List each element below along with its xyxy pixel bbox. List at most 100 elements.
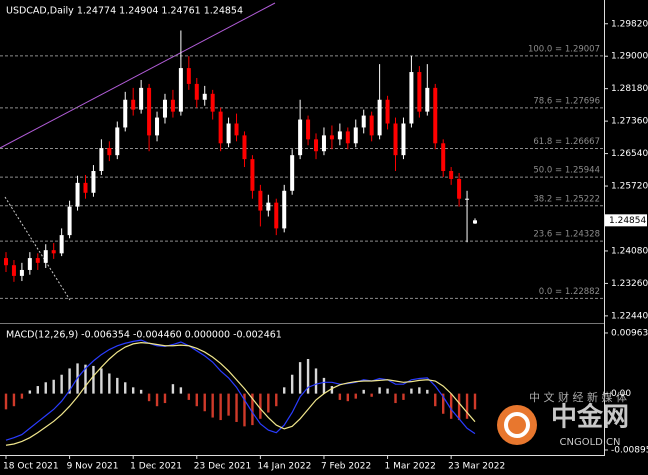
histogram-bar xyxy=(418,387,421,394)
candle-body xyxy=(59,235,64,254)
histogram-bar xyxy=(235,393,238,422)
candle-body xyxy=(409,72,414,124)
histogram-bar xyxy=(28,390,32,394)
y-tick-label: 1.27360 xyxy=(611,117,648,127)
histogram-bar xyxy=(4,393,8,410)
x-tick-label: 14 Jan 2022 xyxy=(257,462,311,472)
candle-body xyxy=(401,123,406,156)
candle-body xyxy=(282,190,287,229)
candle-body xyxy=(75,182,80,207)
histogram-bar xyxy=(68,368,71,394)
histogram-bar xyxy=(124,382,127,394)
candle-body xyxy=(123,99,128,128)
candle-body xyxy=(449,171,454,179)
candle-body xyxy=(194,83,199,100)
y-tick-label: 1.23260 xyxy=(611,279,648,289)
candle-body xyxy=(385,99,390,124)
histogram-bar xyxy=(60,374,63,394)
histogram-bar xyxy=(92,365,95,394)
candle-body xyxy=(321,135,326,152)
histogram-bar xyxy=(449,393,453,419)
candle-body xyxy=(242,135,247,160)
candle-body xyxy=(43,250,48,263)
indicator-title: MACD(12,26,9) -0.006354 -0.004460 0.0000… xyxy=(6,330,282,341)
histogram-bar xyxy=(267,393,270,413)
histogram-bar xyxy=(298,362,302,394)
histogram-bar xyxy=(354,393,357,399)
candle-body xyxy=(266,202,271,211)
histogram-bar xyxy=(386,388,389,394)
x-tick-label: 1 Mar 2022 xyxy=(385,462,436,472)
histogram-bar xyxy=(457,393,461,421)
chart-title: USDCAD,Daily 1.24774 1.24904 1.24761 1.2… xyxy=(6,6,243,17)
y-tick-label: 1.29000 xyxy=(611,52,648,62)
candle-body xyxy=(162,99,167,118)
candle-body xyxy=(290,155,295,191)
indicator-y-tick-label: -0.008955 xyxy=(611,445,648,455)
candle-body xyxy=(425,87,430,112)
watermark-name: 中金网 xyxy=(551,402,629,433)
candle-body xyxy=(155,117,160,136)
histogram-bar xyxy=(211,393,214,418)
fib-label: 78.6 = 1.27696 xyxy=(533,96,600,106)
x-tick-label: 1 Dec 2021 xyxy=(130,462,182,472)
histogram-bar xyxy=(346,393,350,402)
x-tick-label: 9 Nov 2021 xyxy=(67,462,119,472)
candle-body xyxy=(314,139,319,152)
candle-body xyxy=(393,123,398,156)
histogram-bar xyxy=(116,377,119,394)
fib-label: 23.6 = 1.24328 xyxy=(533,230,600,240)
histogram-bar xyxy=(147,393,151,402)
histogram-bar xyxy=(227,393,230,416)
candle-body xyxy=(4,258,8,266)
candle-body xyxy=(115,127,120,156)
fib-label: 0.0 = 1.22882 xyxy=(539,287,600,297)
histogram-bar xyxy=(195,393,198,407)
candle-body xyxy=(178,68,183,112)
histogram-bar xyxy=(171,384,175,394)
histogram-bar xyxy=(394,393,397,404)
histogram-bar xyxy=(314,368,318,394)
histogram-bar xyxy=(330,386,334,394)
watermark-site: CNGOLD.CN xyxy=(560,437,621,448)
candle-body xyxy=(441,143,446,171)
fib-label: 61.8 = 1.26667 xyxy=(533,137,600,147)
candle-body xyxy=(473,220,477,224)
candle-body xyxy=(27,258,32,270)
histogram-bar xyxy=(155,393,159,407)
indicator-y-tick-label: 0.009633 xyxy=(611,328,648,338)
x-tick-label: 7 Feb 2022 xyxy=(321,462,371,472)
candle-body xyxy=(210,93,215,112)
candle-body xyxy=(457,178,462,199)
histogram-bar xyxy=(187,393,191,400)
histogram-bar xyxy=(338,393,342,400)
candle-body xyxy=(131,99,136,110)
candle-body xyxy=(147,87,152,136)
histogram-bar xyxy=(36,386,39,394)
watermark-slogan: 中 文 财 经 新 媒 体 xyxy=(529,390,627,404)
candle-body xyxy=(35,258,40,263)
x-tick-label: 23 Dec 2021 xyxy=(194,462,252,472)
y-tick-label: 1.29820 xyxy=(611,19,648,29)
candle-body xyxy=(369,115,374,136)
histogram-bar xyxy=(306,358,310,394)
candle-body xyxy=(218,111,223,144)
candle-body xyxy=(337,131,342,140)
candle-body xyxy=(91,171,96,193)
histogram-bar xyxy=(219,393,222,421)
candle-body xyxy=(377,99,382,136)
y-tick-label: 1.28180 xyxy=(611,84,648,94)
histogram-bar xyxy=(426,389,429,394)
candle-body xyxy=(202,93,207,100)
last-price-box xyxy=(605,214,647,227)
histogram-bar xyxy=(275,393,278,407)
candle-body xyxy=(329,135,334,140)
candle-body xyxy=(465,198,470,200)
candle-body xyxy=(107,148,112,156)
candle-body xyxy=(83,182,88,193)
fib-label: 38.2 = 1.25222 xyxy=(533,194,600,204)
candle-body xyxy=(234,123,239,136)
candle-body xyxy=(11,265,16,276)
